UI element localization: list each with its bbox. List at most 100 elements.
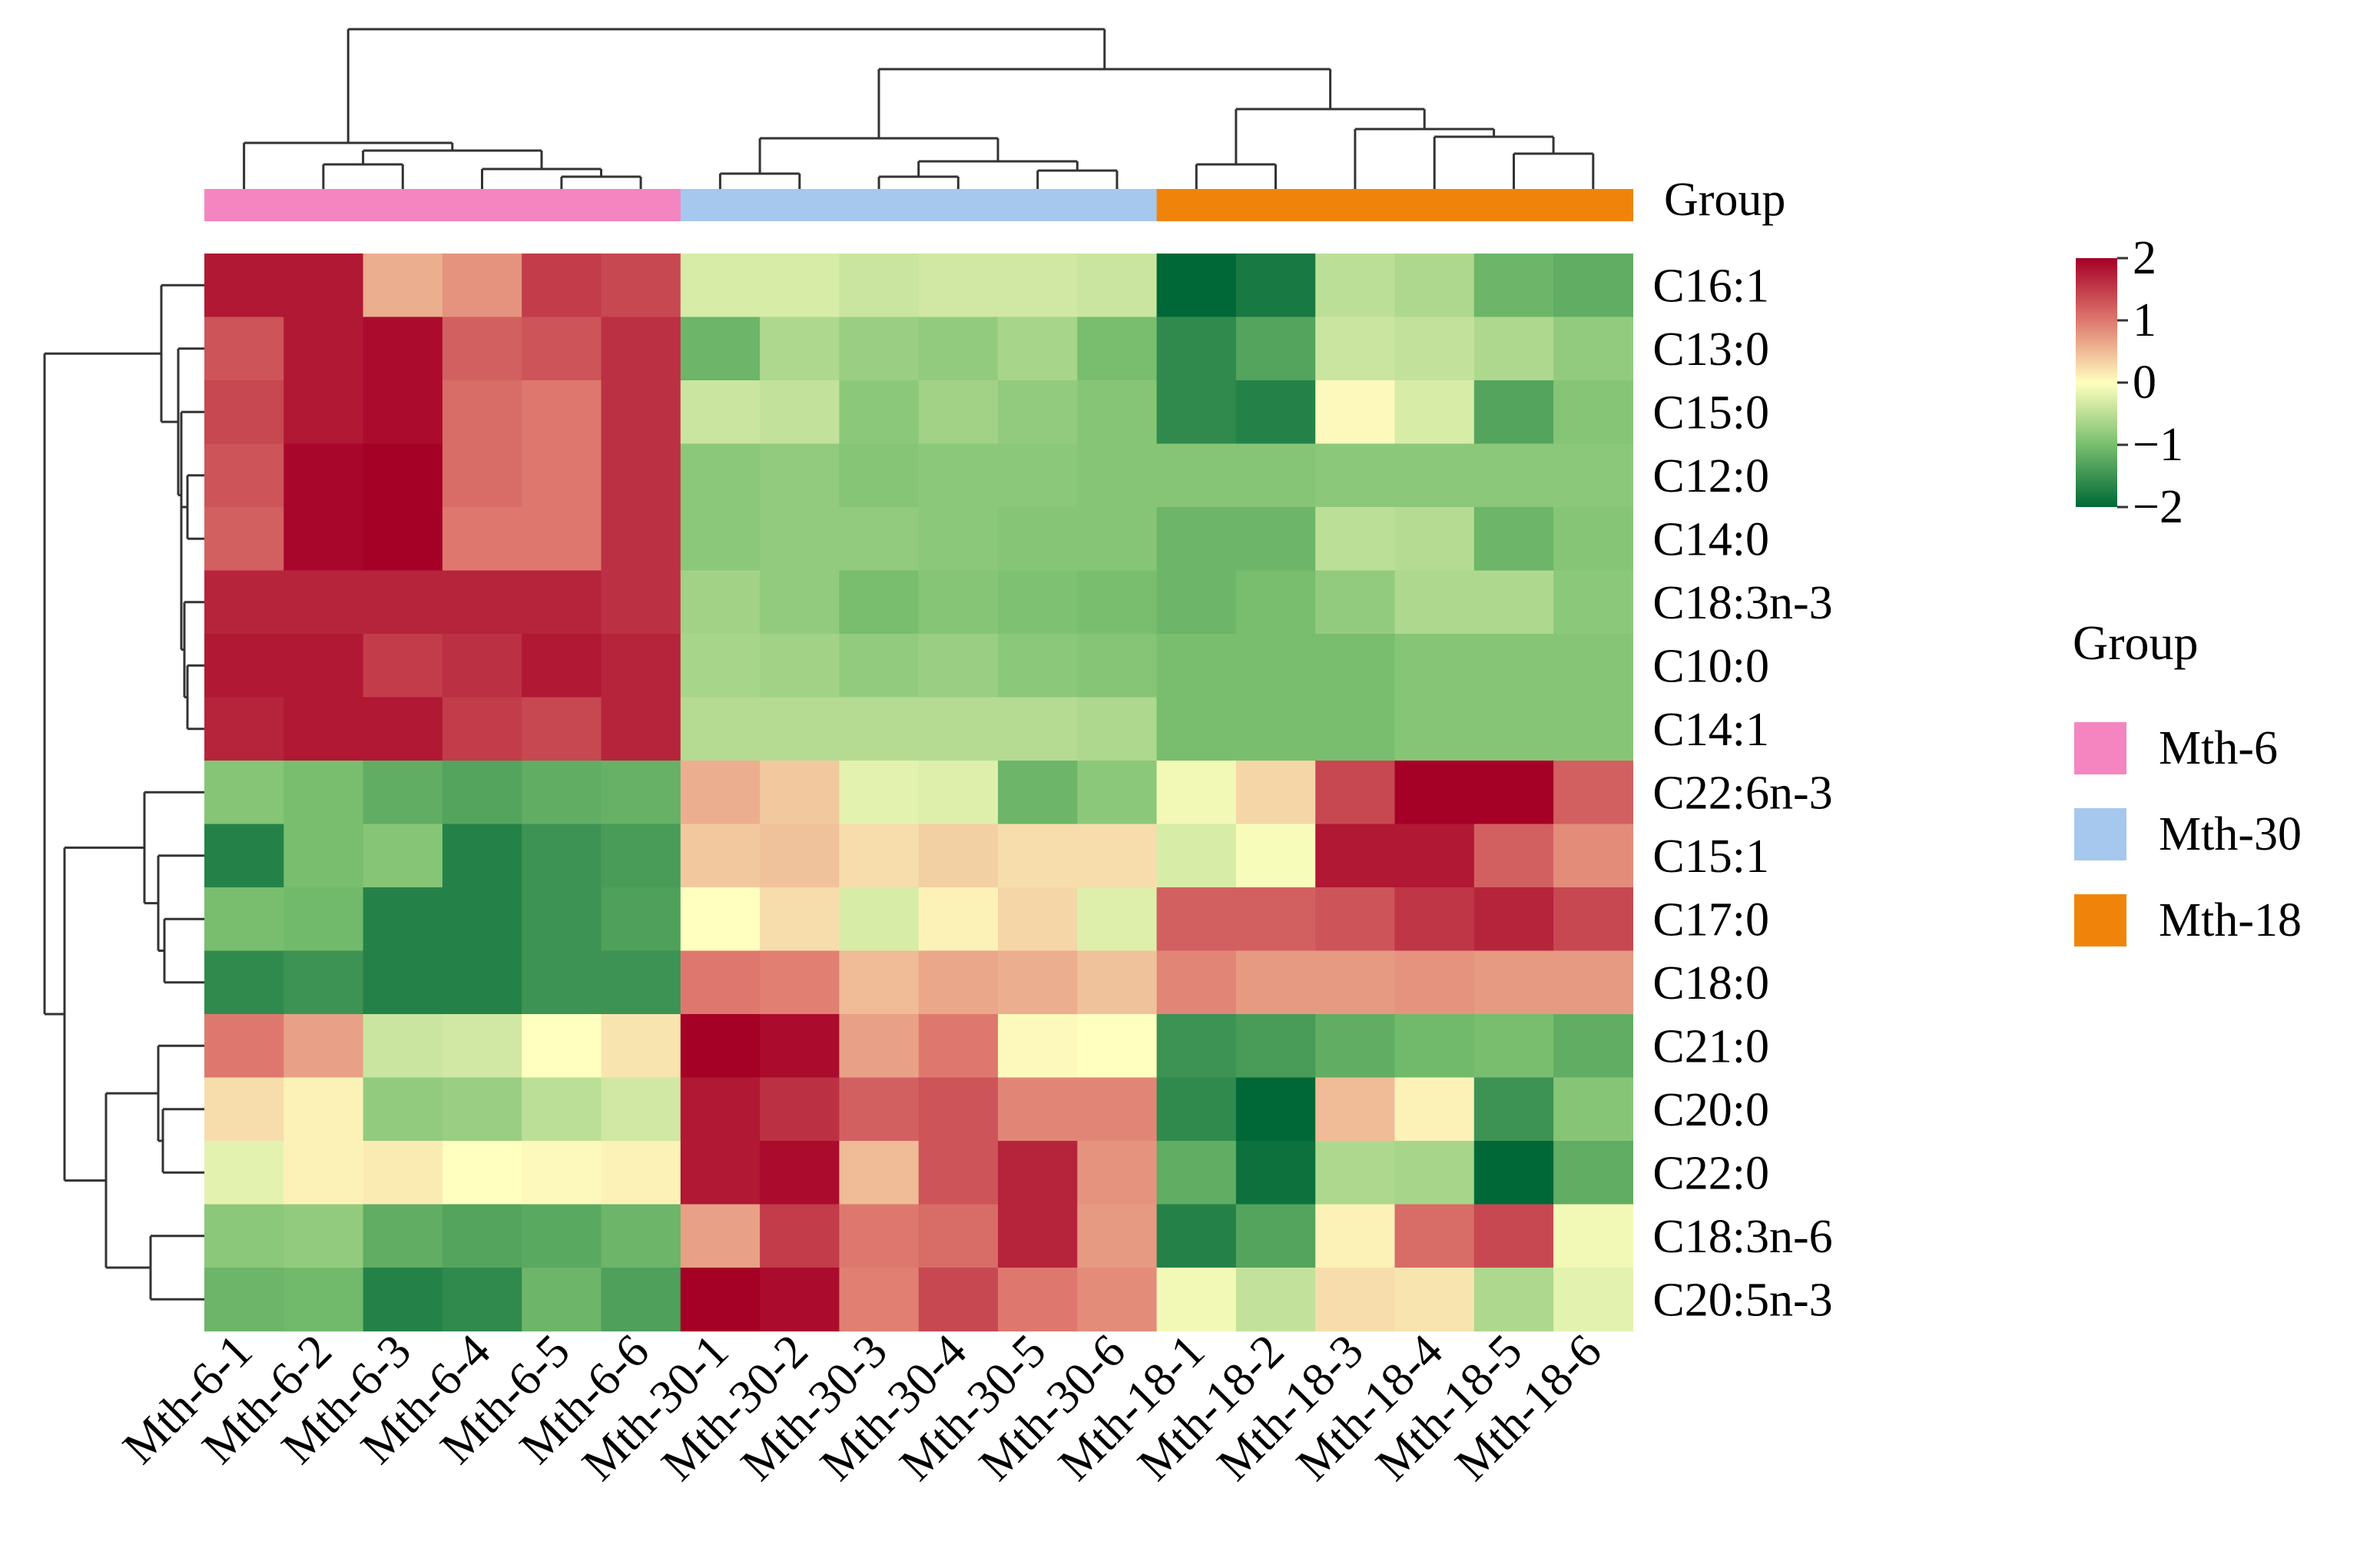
row-label: C20:0 xyxy=(1652,1084,1769,1136)
heatmap-cell xyxy=(680,317,761,381)
heatmap-cell xyxy=(1315,950,1396,1015)
heatmap-cell xyxy=(1235,950,1316,1015)
heatmap-cell xyxy=(522,1077,602,1142)
heatmap-cell xyxy=(204,634,284,698)
heatmap-cell xyxy=(1553,824,1633,888)
heatmap-cell xyxy=(1156,570,1237,635)
heatmap-cell xyxy=(680,1141,761,1205)
heatmap-cell xyxy=(680,761,761,825)
row-label: C18:3n-3 xyxy=(1652,577,1832,629)
heatmap-cell xyxy=(760,507,840,572)
heatmap-cell xyxy=(1235,1268,1316,1332)
heatmap-cell xyxy=(1077,443,1158,508)
heatmap-cell xyxy=(283,1204,364,1268)
column-labels: Mth-6-1Mth-6-2Mth-6-3Mth-6-4Mth-6-5Mth-6… xyxy=(113,1324,1611,1490)
heatmap-cell xyxy=(1553,697,1633,761)
heatmap-cell xyxy=(283,887,364,952)
heatmap-cell xyxy=(1553,634,1633,698)
heatmap-cell xyxy=(1394,570,1475,635)
heatmap-cell xyxy=(363,1204,443,1268)
heatmap-cell xyxy=(1473,887,1554,952)
heatmap-cell xyxy=(522,507,602,572)
heatmap-cell xyxy=(283,380,364,445)
heatmap-cell xyxy=(839,254,920,318)
heatmap-cell xyxy=(601,443,681,508)
heatmap-cell xyxy=(1553,380,1633,445)
heatmap-cell xyxy=(204,950,284,1015)
group-legend-swatch xyxy=(2074,722,2126,774)
heatmap-cell xyxy=(760,761,840,825)
heatmap-cell xyxy=(1315,824,1396,888)
heatmap-cell xyxy=(918,697,999,761)
heatmap-cell xyxy=(522,697,602,761)
heatmap-cell xyxy=(601,1204,681,1268)
heatmap-cell xyxy=(204,1204,284,1268)
row-label: C15:0 xyxy=(1652,386,1769,439)
heatmap-cell xyxy=(839,1204,920,1268)
heatmap-cell xyxy=(283,634,364,698)
color-scale-tick-label: 0 xyxy=(2133,356,2156,409)
heatmap-cell xyxy=(918,443,999,508)
heatmap-cell xyxy=(680,1014,761,1079)
heatmap-cell xyxy=(442,1204,522,1268)
heatmap-cell xyxy=(998,507,1078,572)
heatmap-cell xyxy=(283,761,364,825)
heatmap-cell xyxy=(363,317,443,381)
heatmap-cell xyxy=(1077,887,1158,952)
heatmap-cell xyxy=(1156,443,1237,508)
group-bar-cell xyxy=(1473,189,1554,221)
heatmap-cell xyxy=(363,634,443,698)
heatmap-cell xyxy=(283,950,364,1015)
heatmap-cell xyxy=(998,1204,1078,1268)
row-label: C13:0 xyxy=(1652,323,1769,376)
heatmap-cell xyxy=(1077,1077,1158,1142)
heatmap-cell xyxy=(839,634,920,698)
heatmap-cell xyxy=(1473,380,1554,445)
heatmap-cell xyxy=(522,761,602,825)
group-bar-cell xyxy=(1553,189,1633,221)
heatmap-cell xyxy=(918,950,999,1015)
heatmap-cell xyxy=(601,1268,681,1332)
color-scale-legend: 2 1 0 −1 −2 xyxy=(2076,232,2183,533)
heatmap-cell xyxy=(1156,1077,1237,1142)
heatmap-cell xyxy=(1394,761,1475,825)
group-bar-cell xyxy=(760,189,840,221)
heatmap-cell xyxy=(442,1268,522,1332)
row-label: C14:0 xyxy=(1652,513,1769,565)
group-bar-cell xyxy=(1235,189,1316,221)
heatmap-cell xyxy=(1315,380,1396,445)
heatmap-cell xyxy=(1156,1014,1237,1079)
heatmap-cell xyxy=(1394,634,1475,698)
heatmap-cell xyxy=(1394,254,1475,318)
heatmap-cell xyxy=(283,254,364,318)
heatmap-cell xyxy=(1315,1204,1396,1268)
heatmap-cell xyxy=(283,1141,364,1205)
heatmap-cell xyxy=(204,317,284,381)
heatmap-cell xyxy=(680,443,761,508)
heatmap-cell xyxy=(601,1077,681,1142)
group-legend-label: Mth-18 xyxy=(2159,894,2302,946)
heatmap-cell xyxy=(998,761,1078,825)
color-scale-tick-label: 2 xyxy=(2133,232,2156,284)
heatmap-cell xyxy=(1394,1268,1475,1332)
heatmap-cell xyxy=(1235,380,1316,445)
heatmap-cell xyxy=(839,950,920,1015)
heatmap-cell xyxy=(204,697,284,761)
heatmap-cell xyxy=(918,1204,999,1268)
heatmap-cell xyxy=(204,507,284,572)
heatmap-cell xyxy=(1315,1014,1396,1079)
row-label: C14:1 xyxy=(1652,704,1769,756)
heatmap-cell xyxy=(918,634,999,698)
heatmap-cell xyxy=(442,317,522,381)
heatmap-cell xyxy=(760,950,840,1015)
heatmap-cell xyxy=(522,380,602,445)
color-scale-tick-label: −1 xyxy=(2133,419,2183,471)
heatmap-cell xyxy=(522,1204,602,1268)
heatmap-cell xyxy=(1156,380,1237,445)
row-label: C10:0 xyxy=(1652,640,1769,692)
heatmap-cell xyxy=(1077,824,1158,888)
heatmap-cell xyxy=(442,380,522,445)
heatmap-cell xyxy=(601,254,681,318)
heatmap-cell xyxy=(918,824,999,888)
heatmap-cell xyxy=(601,1141,681,1205)
